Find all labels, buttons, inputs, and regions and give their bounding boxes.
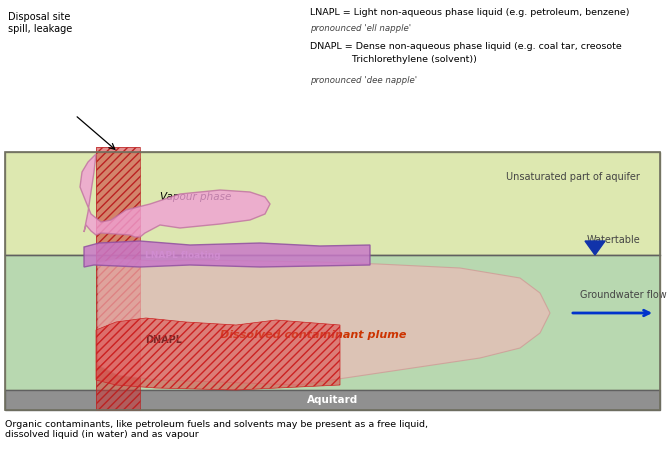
Bar [5, 255, 660, 390]
Bar [5, 390, 660, 410]
Polygon shape [80, 154, 270, 237]
Text: Vapour phase: Vapour phase [160, 192, 231, 202]
Bar [5, 152, 660, 410]
Text: Dissolved contaminant plume: Dissolved contaminant plume [220, 330, 407, 340]
Text: Unsaturated part of aquifer: Unsaturated part of aquifer [506, 172, 640, 182]
Text: DNAPL: DNAPL [145, 335, 182, 345]
Polygon shape [585, 241, 605, 255]
Text: Trichlorethylene (solvent)): Trichlorethylene (solvent)) [310, 55, 477, 64]
Text: LNAPL = Light non-aqueous phase liquid (e.g. petroleum, benzene): LNAPL = Light non-aqueous phase liquid (… [310, 8, 630, 17]
Text: pronounced 'dee napple': pronounced 'dee napple' [310, 76, 417, 85]
Polygon shape [96, 318, 340, 390]
Polygon shape [84, 241, 370, 267]
Text: LNAPL floating: LNAPL floating [145, 250, 220, 260]
Bar [5, 152, 660, 255]
Text: Watertable: Watertable [586, 235, 640, 245]
Text: Organic contaminants, like petroleum fuels and solvents may be present as a free: Organic contaminants, like petroleum fue… [5, 420, 428, 439]
Text: DNAPL = Dense non-aqueous phase liquid (e.g. coal tar, creosote: DNAPL = Dense non-aqueous phase liquid (… [310, 42, 622, 51]
Text: Aquitard: Aquitard [307, 395, 358, 405]
Text: pronounced 'ell napple': pronounced 'ell napple' [310, 24, 411, 33]
Bar [96, 147, 140, 410]
Text: Groundwater flow: Groundwater flow [580, 290, 667, 300]
Bar [96, 147, 140, 410]
Text: Disposal site
spill, leakage: Disposal site spill, leakage [8, 12, 73, 34]
Polygon shape [98, 259, 550, 385]
